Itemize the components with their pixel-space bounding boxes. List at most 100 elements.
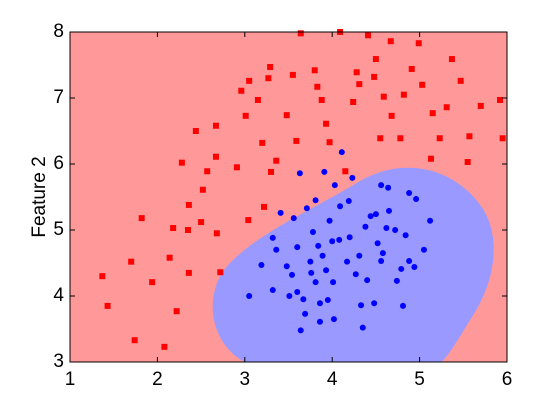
point xyxy=(427,217,434,224)
y-tick-label: 5 xyxy=(53,219,64,240)
point xyxy=(466,133,473,140)
point xyxy=(258,261,265,268)
point xyxy=(212,122,219,129)
point xyxy=(268,168,275,175)
point xyxy=(398,265,405,272)
point xyxy=(336,236,343,243)
y-tick-label: 6 xyxy=(53,153,64,174)
point xyxy=(173,308,180,315)
point xyxy=(296,170,303,177)
point xyxy=(378,182,385,189)
point xyxy=(464,159,471,166)
point xyxy=(497,96,504,103)
point xyxy=(104,302,111,309)
point xyxy=(330,279,337,286)
point xyxy=(356,81,363,88)
point xyxy=(413,195,420,202)
point xyxy=(311,67,318,74)
point xyxy=(353,69,360,76)
y-tick-label: 7 xyxy=(53,87,64,108)
point xyxy=(283,112,290,119)
point xyxy=(238,87,245,94)
point xyxy=(324,296,331,303)
point xyxy=(99,273,106,280)
point xyxy=(362,223,369,230)
point xyxy=(303,205,310,212)
point xyxy=(277,209,284,216)
x-tick-label: 3 xyxy=(240,369,251,390)
point xyxy=(377,135,384,142)
point xyxy=(399,302,406,309)
point xyxy=(393,277,400,284)
axes-box xyxy=(69,31,508,363)
point xyxy=(352,271,359,278)
point xyxy=(261,203,268,210)
point xyxy=(149,279,156,286)
point xyxy=(350,98,357,105)
point xyxy=(283,263,290,270)
point xyxy=(312,197,319,204)
point xyxy=(319,252,326,259)
point xyxy=(371,73,378,80)
point xyxy=(329,238,336,245)
point xyxy=(233,164,240,171)
point xyxy=(346,234,353,241)
point xyxy=(265,75,272,82)
point xyxy=(300,296,307,303)
point xyxy=(400,91,407,98)
point xyxy=(387,38,394,45)
point xyxy=(138,215,145,222)
point xyxy=(246,293,253,299)
point xyxy=(294,289,301,296)
point xyxy=(184,227,191,233)
point xyxy=(267,63,274,70)
point xyxy=(338,149,345,156)
point xyxy=(406,258,413,265)
point xyxy=(427,155,434,162)
point xyxy=(242,112,249,119)
point xyxy=(364,277,371,284)
point xyxy=(371,300,378,307)
point xyxy=(245,217,252,224)
point xyxy=(128,258,135,265)
region-class-2 xyxy=(212,167,494,362)
point xyxy=(378,258,385,265)
point xyxy=(286,293,293,299)
point xyxy=(288,271,295,278)
point xyxy=(269,287,276,294)
point xyxy=(344,258,351,265)
point xyxy=(337,203,344,210)
point xyxy=(297,30,304,37)
point xyxy=(323,120,330,127)
point xyxy=(406,190,413,197)
point xyxy=(358,302,365,309)
point xyxy=(308,269,315,276)
point xyxy=(323,267,330,274)
point xyxy=(185,269,192,276)
point xyxy=(419,81,426,88)
point xyxy=(192,128,199,134)
point xyxy=(254,96,261,103)
point xyxy=(499,135,506,142)
point xyxy=(345,197,352,204)
point xyxy=(293,137,300,144)
point xyxy=(212,153,219,160)
x-tick-label: 2 xyxy=(152,369,163,390)
point xyxy=(448,56,455,63)
point xyxy=(318,96,325,103)
point xyxy=(386,207,393,214)
x-tick-label: 1 xyxy=(65,369,76,390)
point xyxy=(273,246,280,253)
point xyxy=(316,300,323,307)
point xyxy=(388,112,395,119)
x-tick-label: 5 xyxy=(414,369,425,390)
point xyxy=(331,182,338,189)
point xyxy=(312,279,319,286)
point xyxy=(367,213,374,220)
point xyxy=(429,110,436,117)
point xyxy=(131,337,138,344)
point xyxy=(326,217,333,224)
point xyxy=(408,65,415,72)
point xyxy=(420,246,427,253)
point xyxy=(259,139,266,146)
